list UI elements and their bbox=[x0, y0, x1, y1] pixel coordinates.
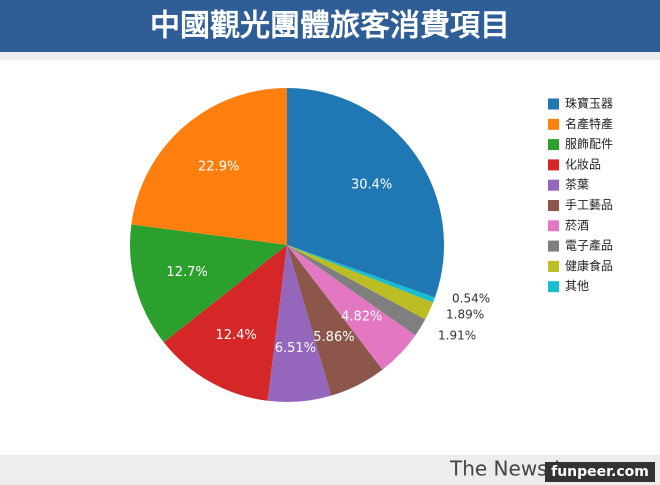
legend-label: 珠寶玉器 bbox=[565, 96, 613, 111]
legend-swatch bbox=[548, 260, 559, 272]
pie-slice bbox=[287, 88, 444, 298]
pie-slice bbox=[287, 245, 434, 320]
legend-label: 電子產品 bbox=[565, 238, 613, 253]
data-label: 6.51% bbox=[275, 341, 316, 356]
legend-swatch bbox=[548, 159, 559, 171]
legend-label: 健康食品 bbox=[565, 258, 613, 273]
legend-label: 茶葉 bbox=[565, 177, 589, 192]
data-label: 30.4% bbox=[351, 178, 392, 193]
data-label: 12.4% bbox=[215, 328, 256, 343]
legend-swatch bbox=[548, 98, 559, 110]
data-label: 5.86% bbox=[313, 330, 354, 345]
legend-label: 其他 bbox=[565, 279, 589, 293]
data-label: 0.54% bbox=[452, 292, 490, 306]
legend-swatch bbox=[548, 179, 559, 191]
pie-slice bbox=[287, 245, 383, 396]
legend-swatch bbox=[548, 220, 559, 232]
pie-slice bbox=[287, 245, 426, 336]
pie-slice bbox=[287, 245, 435, 303]
pie-slice bbox=[163, 245, 287, 401]
data-label: 12.7% bbox=[166, 265, 207, 280]
legend-swatch bbox=[548, 118, 559, 130]
data-label: 22.9% bbox=[198, 160, 239, 175]
legend-label: 化妝品 bbox=[565, 157, 601, 171]
legend-swatch bbox=[548, 200, 559, 211]
legend-swatch bbox=[548, 281, 559, 293]
pie-slice bbox=[131, 88, 287, 245]
chart-title: 中國觀光團體旅客消費項目 bbox=[150, 9, 510, 44]
legend-swatch bbox=[548, 240, 559, 252]
data-label: 1.89% bbox=[446, 308, 484, 322]
watermark-bg bbox=[545, 462, 655, 482]
legend-label: 手工藝品 bbox=[565, 198, 613, 212]
pie-slice bbox=[267, 245, 332, 402]
watermark: funpeer.com bbox=[551, 464, 649, 480]
data-label: 1.91% bbox=[438, 329, 476, 343]
legend-swatch bbox=[548, 139, 559, 151]
pie-slice bbox=[130, 224, 287, 343]
pie-slice bbox=[287, 245, 416, 370]
legend-label: 服飾配件 bbox=[565, 137, 613, 151]
legend-label: 名產特產 bbox=[565, 116, 613, 131]
legend-label: 菸酒 bbox=[565, 218, 589, 232]
data-label: 4.82% bbox=[341, 309, 382, 324]
title-bar bbox=[0, 0, 660, 52]
